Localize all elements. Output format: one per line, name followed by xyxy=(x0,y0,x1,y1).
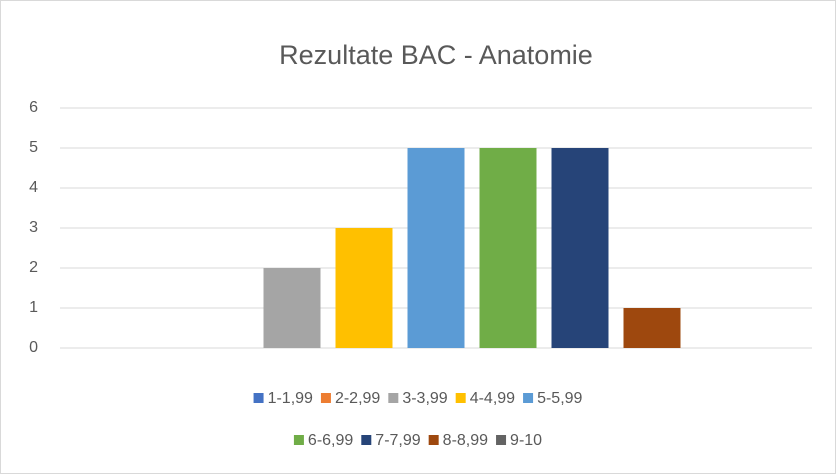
legend-label: 6-6,99 xyxy=(308,432,353,449)
bar xyxy=(551,148,609,348)
legend-swatch xyxy=(496,435,507,445)
legend-label: 4-4,99 xyxy=(470,390,515,407)
legend-label: 3-3,99 xyxy=(402,390,447,407)
bar xyxy=(479,148,537,348)
y-tick-label: 2 xyxy=(29,259,38,276)
legend-label: 5-5,99 xyxy=(537,390,582,407)
y-tick-label: 5 xyxy=(29,139,38,156)
chart-title: Rezultate BAC - Anatomie xyxy=(279,40,593,70)
legend-swatch xyxy=(253,393,264,403)
bar xyxy=(335,228,393,348)
legend-label: 7-7,99 xyxy=(375,432,420,449)
bar xyxy=(623,308,681,348)
bar xyxy=(407,148,465,348)
y-tick-label: 4 xyxy=(29,179,38,196)
legend-swatch xyxy=(523,393,534,403)
legend-swatch xyxy=(455,393,466,403)
legend-swatch xyxy=(388,393,399,403)
y-tick-label: 1 xyxy=(29,299,38,316)
y-tick-label: 6 xyxy=(29,99,38,116)
legend-label: 2-2,99 xyxy=(335,390,380,407)
legend-label: 9-10 xyxy=(510,432,542,449)
bar xyxy=(263,268,321,348)
y-tick-label: 0 xyxy=(29,339,38,356)
legend-label: 8-8,99 xyxy=(443,432,488,449)
y-tick-label: 3 xyxy=(29,219,38,236)
legend-swatch xyxy=(293,435,304,445)
legend-swatch xyxy=(361,435,372,445)
legend-swatch xyxy=(428,435,439,445)
legend-swatch xyxy=(320,393,331,403)
legend-label: 1-1,99 xyxy=(268,390,313,407)
